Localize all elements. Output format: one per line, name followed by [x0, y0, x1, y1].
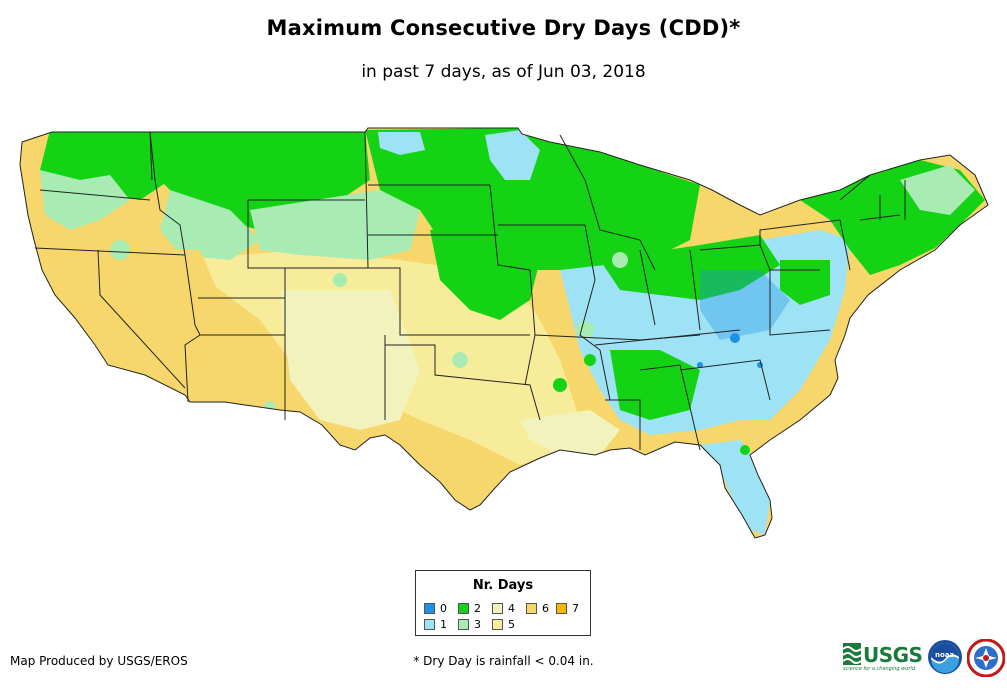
- state-borders: [19, 127, 989, 539]
- region-6-days-sw: [50, 250, 230, 402]
- region-3-days-wyoming: [250, 190, 420, 260]
- region-0-days-patches: [700, 270, 790, 340]
- legend-label-1: 1: [440, 618, 447, 631]
- region-4-days-gulf: [520, 410, 620, 455]
- region-3-days-maine: [900, 165, 975, 215]
- legend-title: Nr. Days: [472, 578, 534, 593]
- legend-item-2: 2: [458, 602, 481, 615]
- legend: Nr. Days 0 1 2 3 4 5 6 7: [415, 570, 591, 636]
- region-2-days-midatlantic: [780, 260, 830, 305]
- speckle-3-days: [110, 240, 628, 413]
- region-2-days-plains: [430, 220, 540, 320]
- region-3-days-idaho: [160, 190, 260, 260]
- usgs-logo: USGS science for a changing world: [843, 641, 923, 673]
- legend-swatch-6: [526, 603, 537, 614]
- dry-day-footnote: * Dry Day is rainfall < 0.04 in.: [413, 654, 594, 668]
- legend-label-4: 4: [508, 602, 515, 615]
- usgs-wordmark: USGS: [863, 643, 923, 667]
- legend-item-1: 1: [424, 618, 447, 631]
- region-3-days-pnw: [40, 170, 130, 230]
- cdd-map: [0, 120, 1007, 550]
- nws-logo: [966, 638, 1006, 678]
- usgs-tagline: science for a changing world: [843, 666, 915, 672]
- region-2-days-southeast: [610, 350, 700, 420]
- us-map-svg: [19, 127, 989, 539]
- legend-swatch-5: [492, 619, 503, 630]
- legend-label-6: 6: [542, 602, 549, 615]
- agency-logos: USGS science for a changing world noaa: [843, 637, 1007, 678]
- legend-swatch-7: [556, 603, 567, 614]
- region-2-days-ohio: [600, 235, 780, 300]
- legend-item-3: 3: [458, 618, 481, 631]
- noaa-logo: noaa: [927, 639, 963, 675]
- legend-item-0: 0: [424, 602, 447, 615]
- legend-label-7: 7: [572, 602, 579, 615]
- legend-item-5: 5: [492, 618, 515, 631]
- legend-label-3: 3: [474, 618, 481, 631]
- map-title: Maximum Consecutive Dry Days (CDD)*: [266, 16, 741, 40]
- legend-label-0: 0: [440, 602, 447, 615]
- region-1-day-florida: [700, 440, 770, 535]
- legend-item-4: 4: [492, 602, 515, 615]
- legend-swatch-4: [492, 603, 503, 614]
- speckle-0-days: [697, 333, 763, 368]
- legend-label-2: 2: [474, 602, 481, 615]
- noaa-emblem-icon: [928, 640, 962, 674]
- legend-item-7: 7: [556, 602, 579, 615]
- noaa-wordmark: noaa: [935, 651, 955, 659]
- usgs-wave-icon: [843, 643, 862, 665]
- legend-swatch-0: [424, 603, 435, 614]
- map-subtitle: in past 7 days, as of Jun 03, 2018: [361, 62, 646, 82]
- nws-emblem-icon: [966, 638, 1006, 678]
- legend-item-6: 6: [526, 602, 549, 615]
- region-1-day-minnesota: [485, 130, 540, 180]
- legend-swatch-2: [458, 603, 469, 614]
- legend-label-5: 5: [508, 618, 515, 631]
- map-credit: Map Produced by USGS/EROS: [10, 654, 188, 668]
- region-1-day-nd: [378, 132, 425, 155]
- legend-swatch-3: [458, 619, 469, 630]
- legend-swatch-1: [424, 619, 435, 630]
